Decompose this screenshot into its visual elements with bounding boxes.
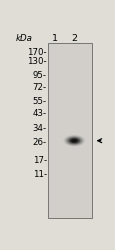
Text: 11-: 11- [32, 170, 46, 179]
Text: 55-: 55- [32, 97, 46, 106]
Text: 34-: 34- [32, 124, 46, 133]
Text: 17-: 17- [32, 156, 46, 166]
Text: 26-: 26- [32, 138, 46, 146]
Text: 72-: 72- [32, 83, 46, 92]
Text: 95-: 95- [33, 71, 46, 80]
Text: 1: 1 [52, 34, 58, 43]
Bar [48, 42, 91, 218]
Text: 43-: 43- [32, 109, 46, 118]
Ellipse shape [65, 136, 83, 145]
Text: 170-: 170- [27, 48, 46, 57]
Ellipse shape [69, 138, 78, 143]
Text: 2: 2 [71, 34, 77, 43]
Text: 130-: 130- [27, 57, 46, 66]
Text: kDa: kDa [15, 34, 32, 43]
Ellipse shape [71, 139, 77, 142]
Ellipse shape [68, 138, 80, 144]
Ellipse shape [66, 137, 81, 145]
Ellipse shape [63, 135, 84, 146]
Ellipse shape [72, 140, 75, 141]
